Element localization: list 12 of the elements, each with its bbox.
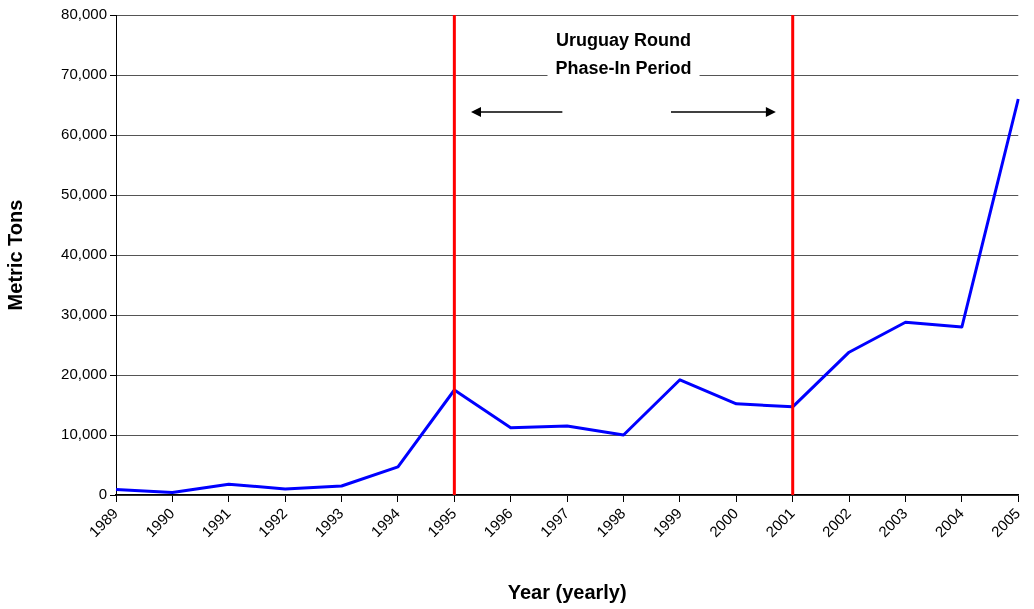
y-tick-label: 40,000 [61,245,107,263]
y-tick-label: 50,000 [61,185,107,203]
y-tick-label: 80,000 [61,5,107,23]
y-tick-label: 10,000 [61,425,107,443]
y-tick-label: 60,000 [61,125,107,143]
y-tick-label: 70,000 [61,65,107,83]
y-axis-title: Metric Tons [3,199,26,311]
y-tick-label: 30,000 [61,305,107,323]
x-axis-title: Year (yearly) [507,580,627,603]
annotation: Uruguay Round Phase-In Period [555,29,692,78]
y-tick-label: 0 [98,485,107,503]
y-tick-label: 20,000 [61,365,107,383]
